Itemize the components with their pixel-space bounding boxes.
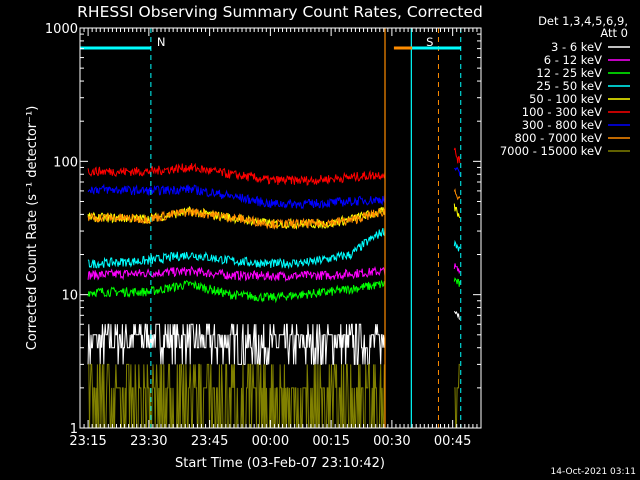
annotation-flag-label: S — [426, 35, 433, 49]
series-line-segment — [87, 162, 386, 186]
x-tick-label: 00:45 — [434, 434, 471, 449]
series-line-segment — [453, 263, 461, 275]
series-line-segment — [87, 208, 386, 230]
legend-label: 100 - 300 keV — [522, 105, 602, 119]
x-tick-label: 00:00 — [252, 434, 289, 449]
y-tick-label: 1 — [70, 422, 78, 437]
series-line-segment — [87, 323, 386, 365]
x-tick-label: 23:45 — [191, 434, 228, 449]
series-300-800-keV — [87, 166, 461, 210]
x-tick-label: 00:30 — [373, 434, 410, 449]
legend-header-line: Det 1,3,4,5,6,9, — [538, 14, 628, 28]
plot-axes: 23:15 23:30 23:45 00:00 00:15 00:30 00:45 1 10 10… — [45, 22, 481, 449]
series-25-50-keV — [87, 227, 461, 270]
x-tick-label: 23:30 — [130, 434, 167, 449]
series-line-segment — [87, 265, 386, 282]
series-line-segment — [87, 183, 386, 210]
series-line-segment — [454, 363, 460, 429]
series-line-segment — [87, 279, 386, 304]
annotation-flag-label: N — [157, 35, 166, 49]
legend-label: 12 - 25 keV — [536, 66, 602, 80]
plot-frame — [79, 27, 482, 429]
series-800-7000-keV — [87, 188, 461, 230]
legend-label: 25 - 50 keV — [536, 79, 602, 93]
series-line-segment — [88, 363, 386, 429]
series-100-300-keV — [87, 147, 461, 186]
x-axis-label: Start Time (03-Feb-07 23:10:42) — [175, 456, 385, 471]
y-tick-label: 1000 — [45, 22, 78, 37]
plot-data — [87, 147, 461, 429]
series-line-segment — [453, 277, 461, 287]
x-tick-label: 00:15 — [312, 434, 349, 449]
series-line-segment — [87, 227, 386, 270]
y-axis-label: Corrected Count Rate (s⁻¹ detector⁻¹) — [25, 106, 40, 351]
series-line-segment — [453, 188, 461, 201]
legend-label: 6 - 12 keV — [544, 53, 602, 67]
legend-label: 3 - 6 keV — [551, 40, 602, 54]
legend-label: 300 - 800 keV — [522, 118, 602, 132]
y-tick-label: 10 — [61, 289, 78, 304]
series-line-segment — [453, 203, 461, 219]
x-tick-label: 23:15 — [69, 434, 106, 449]
series-line-segment — [453, 310, 461, 320]
legend-label: 50 - 100 keV — [529, 92, 602, 106]
series-6-12-keV — [87, 263, 461, 282]
series-12-25-keV — [87, 277, 461, 304]
legend-label: 7000 - 15000 keV — [500, 144, 602, 158]
series-line-segment — [454, 166, 461, 177]
series-3-6-keV — [87, 310, 461, 365]
chart-title: RHESSI Observing Summary Count Rates, Co… — [77, 3, 483, 21]
legend-label: 800 - 7000 keV — [514, 131, 602, 145]
series-7000-15000-keV — [88, 363, 460, 429]
y-tick-label: 100 — [53, 155, 78, 170]
series-line-segment — [453, 147, 461, 164]
legend-header-line: Att 0 — [600, 26, 628, 40]
series-line-segment — [453, 239, 461, 252]
footer-timestamp: 14-Oct-2021 03:11 — [551, 467, 636, 477]
